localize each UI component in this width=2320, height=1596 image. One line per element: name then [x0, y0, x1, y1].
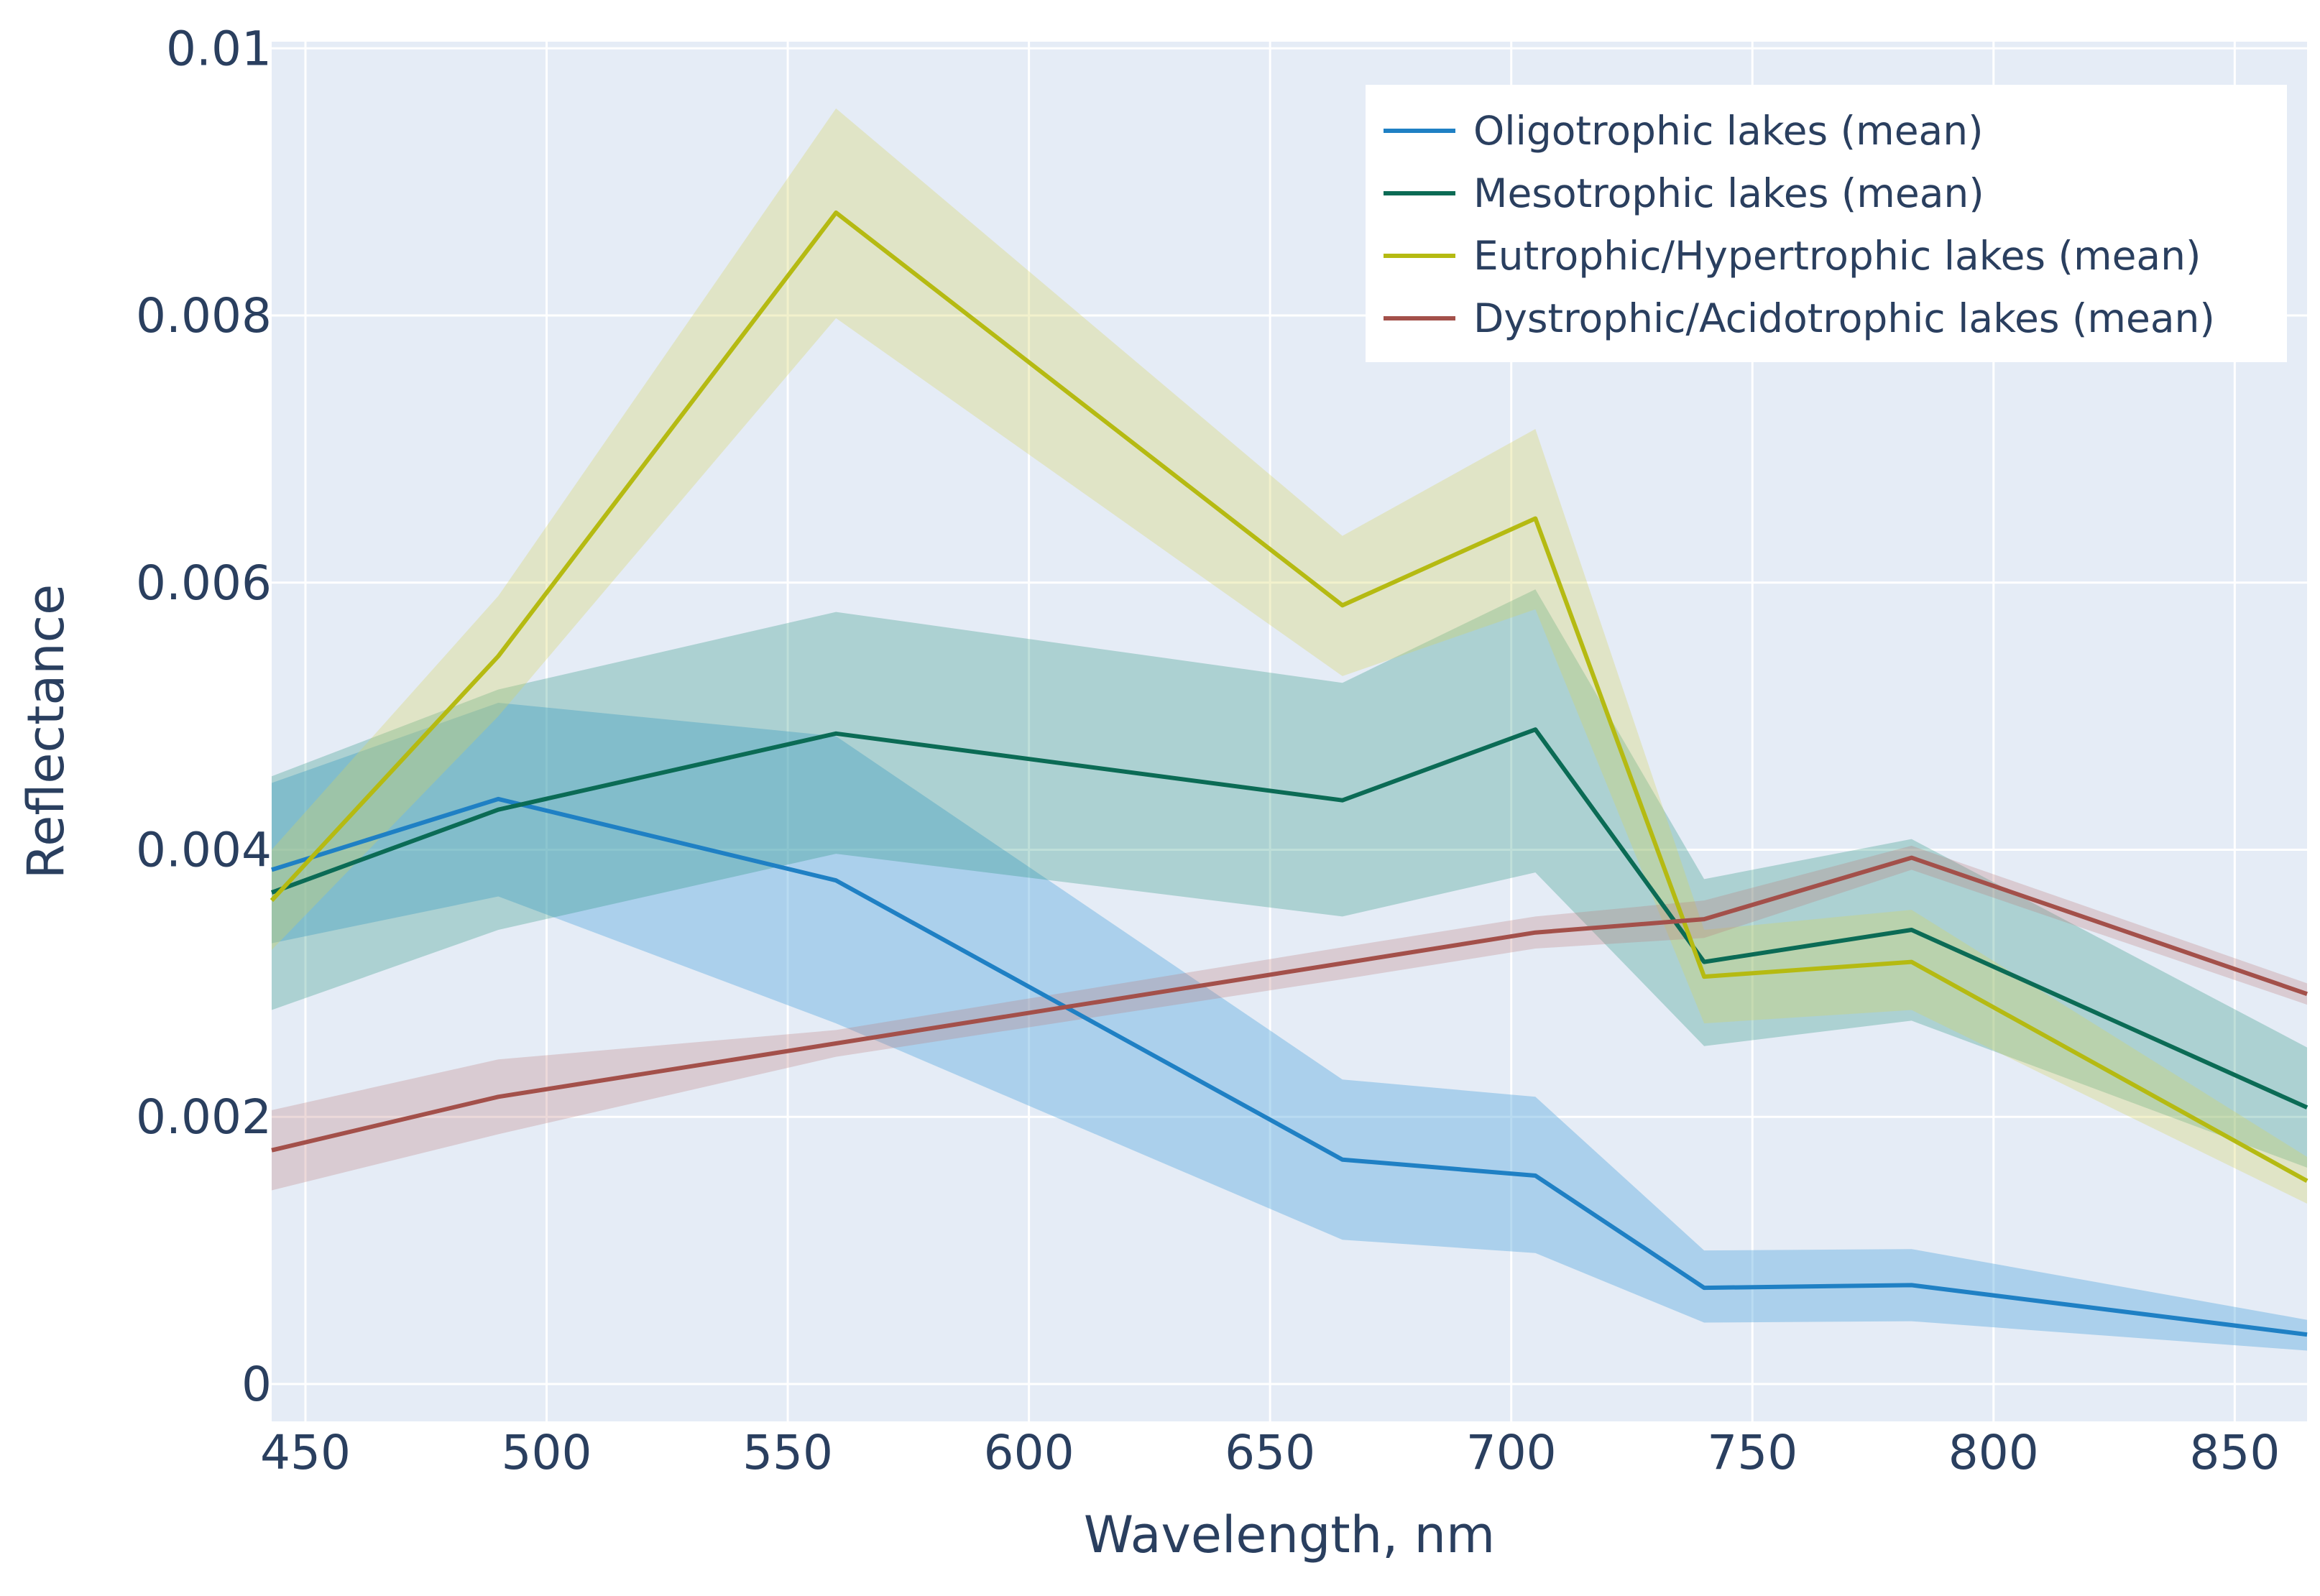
legend-item-dystrophic-acidotrophic-lakes[interactable]: Dystrophic/Acidotrophic lakes (mean) [1384, 295, 2215, 341]
legend-item-oligotrophic-lakes[interactable]: Oligotrophic lakes (mean) [1384, 108, 1984, 154]
mean-lines [270, 210, 2309, 1337]
eutrophic-hypertrophic-lakes-band [272, 108, 2307, 1204]
legend-label: Oligotrophic lakes (mean) [1473, 108, 1984, 154]
x-tick-label: 500 [502, 1425, 592, 1480]
x-tick-label: 450 [260, 1425, 351, 1480]
legend-item-eutrophic-hypertrophic-lakes[interactable]: Eutrophic/Hypertrophic lakes (mean) [1384, 233, 2201, 279]
y-tick-labels: 0 0.002 0.004 0.006 0.008 0.01 [136, 21, 272, 1412]
x-tick-label: 600 [984, 1425, 1074, 1480]
x-tick-label: 650 [1225, 1425, 1315, 1480]
y-tick-label: 0.004 [136, 822, 272, 877]
mesotrophic-lakes-mean-line [270, 727, 2309, 1110]
confidence-bands [272, 108, 2307, 1351]
x-tick-label: 700 [1466, 1425, 1557, 1480]
y-tick-label: 0.008 [136, 288, 272, 343]
legend-item-mesotrophic-lakes[interactable]: Mesotrophic lakes (mean) [1384, 170, 1984, 216]
oligotrophic-lakes-band [272, 703, 2307, 1351]
legend-label: Mesotrophic lakes (mean) [1473, 170, 1984, 216]
y-tick-label: 0.002 [136, 1089, 272, 1145]
legend-box [1366, 85, 2287, 362]
y-axis-title: Reflectance [17, 584, 75, 879]
x-tick-label: 750 [1707, 1425, 1797, 1480]
eutrophic-hypertrophic-lakes-mean-line [270, 210, 2309, 1184]
oligotrophic-lakes-mean-line [271, 796, 2308, 1337]
x-tick-label: 800 [1948, 1425, 2039, 1480]
y-tick-label: 0.01 [166, 21, 272, 76]
y-tick-label: 0.006 [136, 555, 272, 611]
legend-label: Eutrophic/Hypertrophic lakes (mean) [1473, 233, 2201, 279]
y-gridlines [272, 47, 2307, 1385]
mesotrophic-lakes-band [272, 589, 2307, 1168]
legend[interactable]: Oligotrophic lakes (mean) Mesotrophic lak… [1366, 85, 2287, 362]
x-tick-labels: 450 500 550 600 650 700 750 800 850 [260, 1425, 2280, 1480]
legend-label: Dystrophic/Acidotrophic lakes (mean) [1473, 295, 2215, 341]
x-axis-title: Wavelength, nm [1084, 1505, 1495, 1564]
dystrophic-acidotrophic-lakes-mean-line [271, 855, 2308, 1153]
x-tick-label: 850 [2189, 1425, 2280, 1480]
y-tick-label: 0 [241, 1357, 272, 1412]
x-tick-label: 550 [742, 1425, 833, 1480]
